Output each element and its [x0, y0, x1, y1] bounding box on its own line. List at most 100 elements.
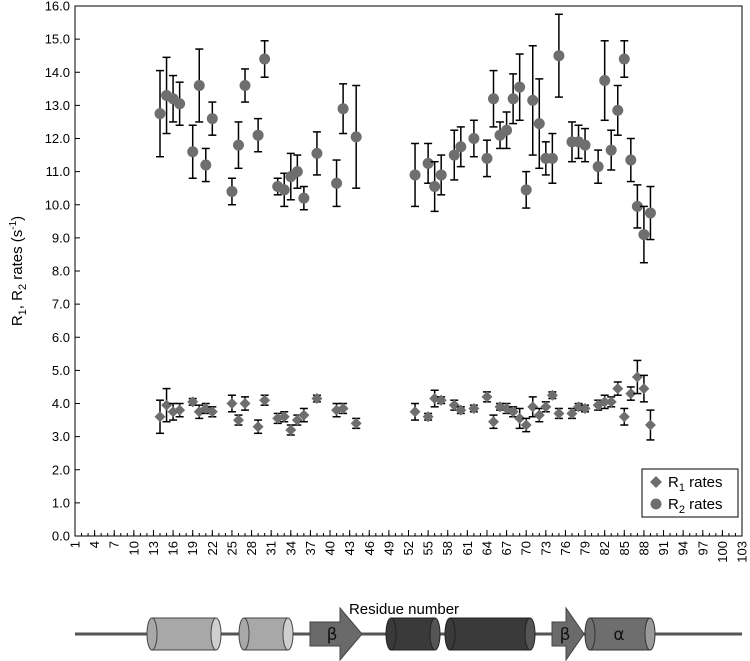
secondary-structure-diagram: β β α — [75, 606, 742, 661]
data-point-r1 — [206, 406, 218, 418]
data-point-r2 — [501, 124, 513, 136]
y-tick-label: 2.0 — [52, 462, 70, 477]
data-point-r1 — [488, 416, 500, 428]
data-point-r2 — [239, 80, 251, 91]
x-tick-label: 73 — [538, 541, 553, 555]
data-point-r2 — [631, 200, 643, 212]
ss-strand-2: β — [551, 606, 585, 661]
y-tick-label: 9.0 — [52, 230, 70, 245]
data-point-r2 — [592, 161, 604, 173]
data-point-r2 — [546, 152, 558, 164]
plot-area — [74, 5, 743, 537]
ss-strand-2-label: β — [560, 625, 571, 645]
series-r1 — [154, 359, 656, 441]
data-point-r2 — [350, 131, 362, 143]
data-point-r2 — [599, 75, 611, 87]
ss-helix-5: α — [584, 617, 656, 651]
x-tick-label: 31 — [264, 541, 279, 555]
y-tick-label: 10.0 — [45, 197, 70, 212]
data-point-r2 — [206, 113, 218, 125]
data-point-r2 — [422, 157, 434, 169]
data-point-r1 — [285, 424, 297, 436]
data-point-r1 — [298, 409, 310, 421]
x-tick-label: 40 — [323, 541, 338, 555]
data-point-r2 — [481, 152, 493, 164]
data-point-r2 — [625, 154, 637, 166]
data-point-r1 — [278, 411, 290, 423]
y-tick-label: 0.0 — [52, 529, 70, 544]
data-point-r1 — [448, 399, 460, 411]
x-axis: 1 4 7 10 13 16 19 22 25 28 31 34 37 40 43 46 49 52 55 58 61 6… — [68, 530, 750, 563]
data-point-r1 — [520, 419, 532, 431]
y-axis-title-r2: , R — [9, 290, 26, 309]
y-tick-label: 8.0 — [52, 264, 70, 279]
data-point-r1 — [618, 411, 630, 423]
data-point-r2 — [435, 169, 447, 181]
ss-helix-2 — [238, 617, 294, 651]
data-point-r2 — [200, 159, 212, 171]
x-tick-label: 25 — [224, 541, 239, 555]
x-tick-label: 1 — [68, 541, 83, 548]
data-point-r1 — [259, 394, 271, 406]
data-point-r1 — [612, 383, 624, 395]
y-tick-label: 14.0 — [45, 65, 70, 80]
data-point-r1 — [579, 402, 591, 414]
ss-strand-1-label: β — [327, 625, 338, 645]
x-tick-label: 19 — [185, 541, 200, 555]
data-point-r1 — [631, 371, 643, 383]
data-point-r2 — [298, 192, 310, 204]
data-point-r1 — [546, 389, 558, 401]
x-axis-title: Residue number — [349, 601, 459, 618]
y-tick-label: 7.0 — [52, 297, 70, 312]
y-tick-label: 6.0 — [52, 330, 70, 345]
x-tick-label: 34 — [283, 541, 298, 555]
y-axis-title-rates: rates (s — [9, 230, 26, 284]
data-point-r2 — [193, 80, 205, 91]
data-point-r2 — [291, 166, 303, 178]
y-tick-label: 5.0 — [52, 363, 70, 378]
data-point-r2 — [520, 184, 532, 196]
x-tick-label: 100 — [715, 541, 730, 563]
series-r2 — [154, 13, 656, 264]
data-point-r1 — [468, 402, 480, 414]
data-point-r1 — [174, 404, 186, 416]
data-point-r2 — [507, 93, 519, 105]
x-tick-label: 13 — [146, 541, 161, 555]
x-tick-label: 10 — [126, 541, 141, 555]
data-point-r2 — [612, 104, 624, 116]
data-point-r1 — [291, 414, 303, 426]
data-point-r1 — [644, 419, 656, 431]
x-tick-label: 67 — [499, 541, 514, 555]
data-point-r1 — [540, 401, 552, 413]
data-point-r2 — [488, 93, 500, 105]
data-point-r1 — [501, 402, 513, 414]
data-point-r1 — [625, 388, 637, 400]
data-point-r2 — [605, 144, 617, 156]
y-axis-title: R1, R2 rates (s-1) — [8, 216, 29, 326]
data-point-r2 — [174, 98, 186, 110]
x-tick-label: 70 — [519, 541, 534, 555]
data-point-r2 — [514, 81, 526, 93]
data-point-r1 — [455, 404, 467, 416]
data-point-r1 — [154, 411, 166, 423]
x-tick-label: 82 — [597, 541, 612, 555]
x-tick-label: 94 — [676, 541, 691, 555]
ss-helix-3 — [385, 617, 441, 651]
x-tick-label: 103 — [735, 541, 750, 563]
data-point-r1 — [638, 383, 650, 395]
x-tick-label: 61 — [460, 541, 475, 555]
y-axis: 0.0 1.0 2.0 3.0 4.0 5.0 6.0 7.0 8.0 9.0 10.0 11.0 12… — [45, 0, 80, 544]
data-point-r1 — [605, 396, 617, 408]
y-tick-label: 3.0 — [52, 429, 70, 444]
y-tick-label: 4.0 — [52, 396, 70, 411]
y-tick-label: 1.0 — [52, 495, 70, 510]
x-tick-label: 28 — [244, 541, 259, 555]
data-point-r1 — [514, 412, 526, 424]
ss-helix-1 — [146, 617, 222, 651]
data-point-r2 — [618, 53, 630, 65]
x-tick-label: 7 — [107, 541, 122, 548]
ss-helix-5-label: α — [613, 625, 624, 645]
ss-strand-1: β — [309, 606, 363, 661]
